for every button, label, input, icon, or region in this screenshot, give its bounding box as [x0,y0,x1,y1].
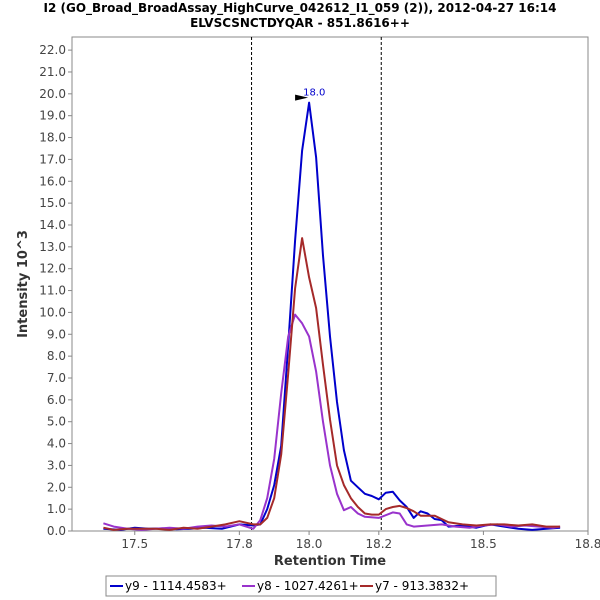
y-tick-label: 17.0 [39,152,66,166]
y-axis: 0.0 1.0 2.0 3.0 4.0 5.0 6.0 7.0 8.0 9.0 10.0 11.0 12… [39,43,72,538]
chart-subtitle: ELVSCSNCTDYQAR - 851.8616++ [190,16,410,30]
y-tick-label: 5.0 [47,415,66,429]
legend-label: y8 - 1027.4261+ [257,579,359,593]
y-tick-label: 18.0 [39,131,66,145]
y-axis-label: Intensity 10^3 [16,230,31,338]
x-axis: 17.5 17.8 18.0 18.2 18.5 18.8 [121,531,600,551]
peak-annotation: 18.0 [295,88,325,101]
y-tick-label: 3.0 [47,458,66,472]
peak-label: 18.0 [303,88,325,99]
x-tick-label: 17.5 [121,537,148,551]
y-tick-label: 6.0 [47,393,66,407]
boundary-lines [251,37,382,531]
y-tick-label: 19.0 [39,109,66,123]
y-tick-label: 2.0 [47,480,66,494]
y-tick-label: 1.0 [47,502,66,516]
chart-title: I2 (GO_Broad_BroadAssay_HighCurve_042612… [44,1,557,16]
y-tick-label: 9.0 [47,327,66,341]
y-tick-label: 15.0 [39,196,66,210]
x-tick-label: 17.8 [226,537,253,551]
y-tick-label: 7.0 [47,371,66,385]
x-tick-label: 18.2 [365,537,392,551]
y-tick-label: 10.0 [39,305,66,319]
series-lines [103,101,561,531]
x-axis-label: Retention Time [274,554,386,569]
y-tick-label: 22.0 [39,43,66,57]
y-tick-label: 20.0 [39,87,66,101]
y-tick-label: 16.0 [39,174,66,188]
y-tick-label: 14.0 [39,218,66,232]
y-tick-label: 8.0 [47,349,66,363]
y-tick-label: 12.0 [39,262,66,276]
legend-label: y9 - 1114.4583+ [125,579,227,593]
y-tick-label: 13.0 [39,240,66,254]
x-tick-label: 18.8 [575,537,600,551]
legend-box [105,575,497,597]
peak-arrow-icon [295,94,309,101]
legend-label: y7 - 913.3832+ [375,579,469,593]
x-tick-label: 18.0 [296,537,323,551]
series-line-y8 [103,313,561,531]
y-tick-label: 4.0 [47,437,66,451]
y-tick-label: 21.0 [39,65,66,79]
plot-area [71,36,589,532]
y-tick-label: 11.0 [39,284,66,298]
x-tick-label: 18.5 [470,537,497,551]
legend: y9 - 1114.4583+ y8 - 1027.4261+ y7 - 913.3… [110,579,469,593]
y-tick-label: 0.0 [47,524,66,538]
series-line-y7 [103,237,561,531]
